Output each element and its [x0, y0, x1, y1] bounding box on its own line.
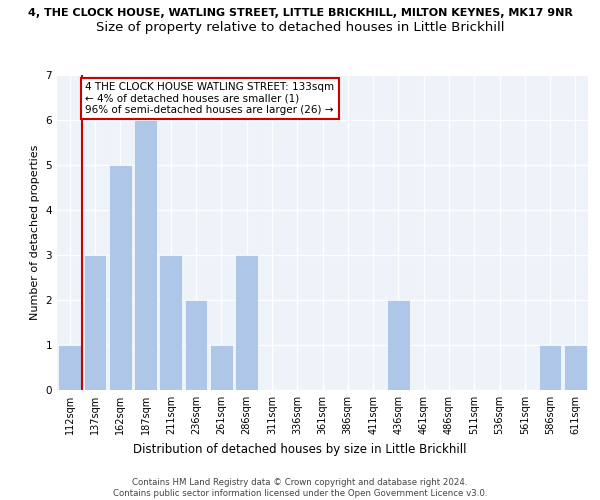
Text: 4 THE CLOCK HOUSE WATLING STREET: 133sqm
← 4% of detached houses are smaller (1): 4 THE CLOCK HOUSE WATLING STREET: 133sqm…	[85, 82, 334, 115]
Y-axis label: Number of detached properties: Number of detached properties	[30, 145, 40, 320]
Bar	[539, 345, 562, 390]
Bar	[210, 345, 233, 390]
Bar	[134, 120, 157, 390]
Bar	[109, 165, 131, 390]
Text: 4, THE CLOCK HOUSE, WATLING STREET, LITTLE BRICKHILL, MILTON KEYNES, MK17 9NR: 4, THE CLOCK HOUSE, WATLING STREET, LITT…	[28, 8, 572, 18]
Bar	[83, 255, 106, 390]
Bar	[387, 300, 410, 390]
Bar	[58, 345, 81, 390]
Bar	[185, 300, 208, 390]
Bar	[160, 255, 182, 390]
Bar	[564, 345, 587, 390]
Text: Distribution of detached houses by size in Little Brickhill: Distribution of detached houses by size …	[133, 442, 467, 456]
Text: Size of property relative to detached houses in Little Brickhill: Size of property relative to detached ho…	[96, 21, 504, 34]
Bar	[235, 255, 258, 390]
Text: Contains HM Land Registry data © Crown copyright and database right 2024.
Contai: Contains HM Land Registry data © Crown c…	[113, 478, 487, 498]
